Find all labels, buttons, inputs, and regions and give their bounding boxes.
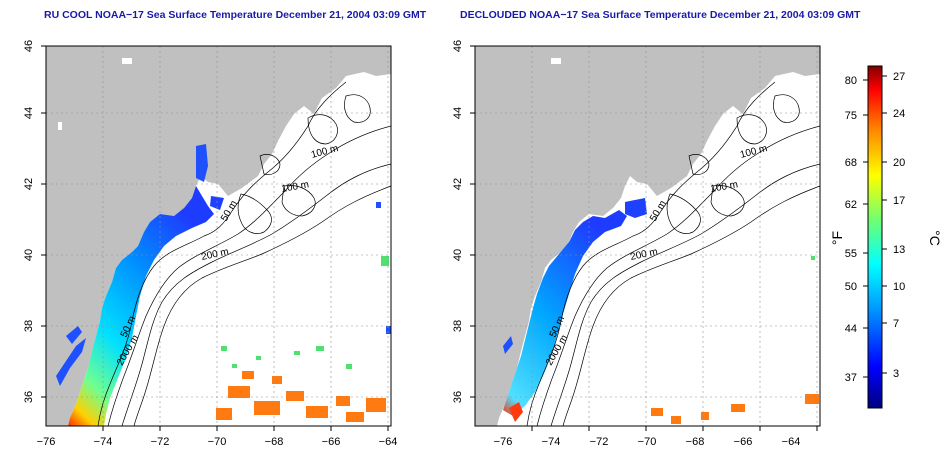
lon-tick-label: −64 [379, 436, 398, 448]
colorbar-c-ticks: 27 24 20 17 13 10 7 3 [893, 71, 905, 380]
f-tick-label: 75 [845, 110, 857, 122]
f-tick-label: 55 [845, 248, 857, 260]
lat-tick-label: 38 [23, 320, 35, 332]
colorbar-f-ticks: 80 75 68 62 55 50 44 37 [845, 75, 857, 384]
f-tick-label: 62 [845, 199, 857, 211]
lat-tick-label: 44 [23, 107, 35, 119]
sst-warm-patches [651, 394, 819, 424]
map-panel-raw: 100 m 100 m 50 m 200 m 50 m 2000 m −76 −… [23, 40, 397, 448]
panel-title-declouded: DECLOUDED NOAA−17 Sea Surface Temperatur… [460, 9, 861, 21]
c-tick-label: 20 [893, 157, 905, 169]
lon-tick-label: −70 [638, 436, 657, 448]
c-tick-label: 3 [893, 368, 899, 380]
map-panel-declouded: 100 m 100 m 50 m 200 m 50 m 2000 m −76 −… [452, 40, 821, 448]
lon-tick-label: −66 [734, 436, 753, 448]
sst-warm-patches [216, 371, 386, 422]
lat-tick-label: 46 [452, 40, 464, 52]
lat-tick-label: 42 [23, 178, 35, 190]
f-tick-label: 80 [845, 75, 857, 87]
f-tick-label: 44 [845, 323, 857, 335]
c-tick-label: 17 [893, 195, 905, 207]
lat-tick-label: 36 [452, 391, 464, 403]
panel-title-raw: RU COOL NOAA−17 Sea Surface Temperature … [44, 9, 427, 21]
lon-tick-label: −70 [208, 436, 227, 448]
lon-tick-labels: −76 −74 −72 −70 −68 −66 −64 [494, 436, 801, 448]
lat-tick-label: 40 [452, 249, 464, 261]
lon-tick-labels: −76 −74 −72 −70 −68 −66 −64 [37, 436, 398, 448]
lon-tick-label: −74 [542, 436, 561, 448]
lon-tick-label: −66 [322, 436, 341, 448]
contour-label: 100 m [710, 179, 739, 195]
lon-tick-label: −72 [151, 436, 170, 448]
f-tick-label: 50 [845, 281, 857, 293]
c-tick-label: 24 [893, 108, 905, 120]
lon-tick-label: −72 [590, 436, 609, 448]
lon-tick-label: −64 [782, 436, 801, 448]
c-tick-label: 27 [893, 71, 905, 83]
lat-tick-labels: 46 44 42 40 38 36 [452, 40, 464, 403]
lat-tick-labels: 46 44 42 40 38 36 [23, 40, 35, 403]
f-tick-label: 37 [845, 372, 857, 384]
contour-label: 100 m [281, 179, 310, 195]
lon-tick-label: −76 [494, 436, 513, 448]
lon-tick-label: −68 [265, 436, 284, 448]
contour-labels: 100 m 100 m 50 m 200 m 50 m 2000 m [115, 143, 340, 367]
lat-tick-label: 40 [23, 249, 35, 261]
fahrenheit-label: °F [829, 231, 845, 245]
sst-swath-shelf [68, 186, 214, 426]
lat-tick-label: 46 [23, 40, 35, 52]
lon-tick-label: −76 [37, 436, 56, 448]
c-tick-label: 7 [893, 318, 899, 330]
lon-tick-label: −74 [94, 436, 113, 448]
lon-tick-label: −68 [686, 436, 705, 448]
c-tick-label: 13 [893, 244, 905, 256]
lat-tick-label: 42 [452, 178, 464, 190]
c-tick-label: 10 [893, 281, 905, 293]
lat-tick-label: 38 [452, 320, 464, 332]
f-tick-label: 68 [845, 157, 857, 169]
lat-tick-label: 36 [23, 391, 35, 403]
colorbar: 80 75 68 62 55 50 44 37 27 24 20 17 13 1… [829, 65, 943, 409]
sst-swath-shelf [503, 210, 627, 416]
lat-tick-label: 44 [452, 107, 464, 119]
celsius-label: °C [927, 230, 943, 246]
